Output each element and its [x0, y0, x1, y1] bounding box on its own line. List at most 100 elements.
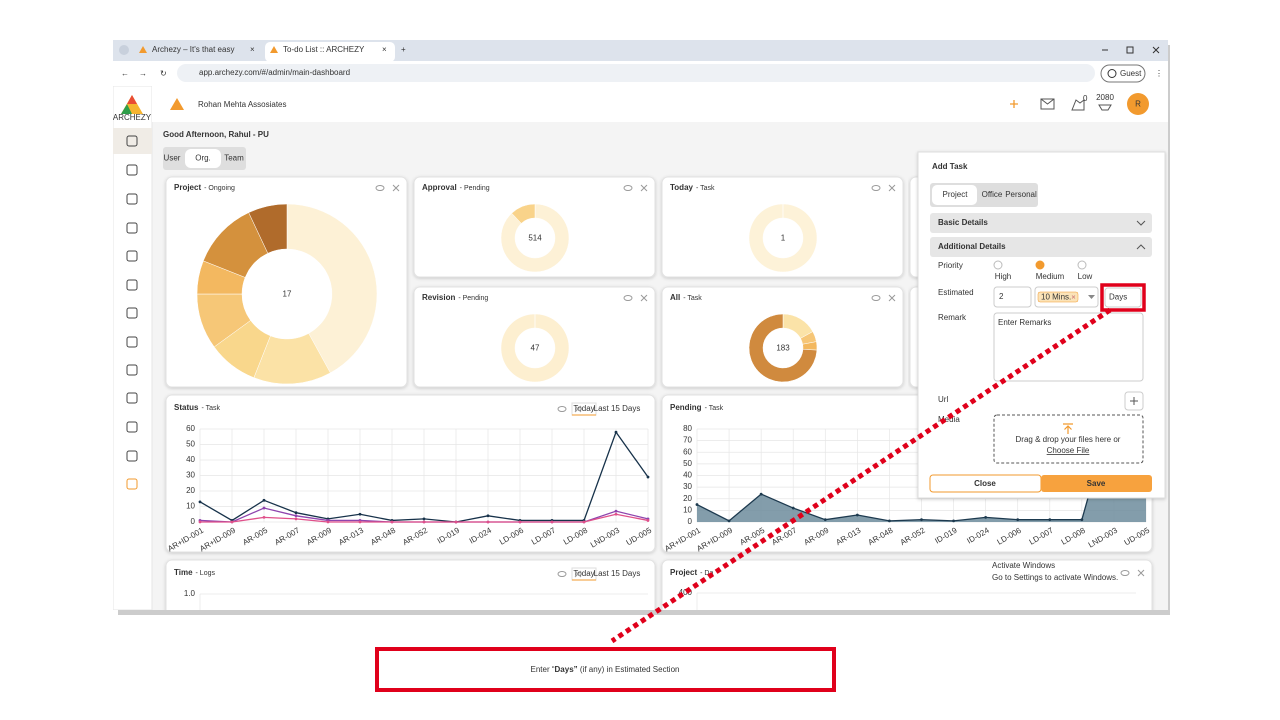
forward[interactable]: →: [139, 69, 147, 78]
hide-icon[interactable]: [557, 406, 567, 412]
avatar[interactable]: [1127, 93, 1149, 115]
panel-title: Add Task: [932, 162, 968, 171]
sidebar-icon[interactable]: [126, 478, 138, 490]
greeting: Good Afternoon, Rahul - PU: [163, 130, 269, 139]
radio[interactable]: [993, 260, 1003, 270]
sidebar-icon[interactable]: [126, 279, 138, 291]
reload[interactable]: ↻: [160, 69, 167, 78]
maximize[interactable]: [1126, 46, 1134, 54]
sidebar-icon[interactable]: [126, 336, 138, 348]
upload-icon: [1063, 423, 1073, 434]
donut-segment: [511, 203, 536, 224]
back[interactable]: ←: [121, 69, 129, 78]
close-icon[interactable]: [1137, 569, 1145, 577]
point: [823, 518, 827, 522]
sidebar-icon[interactable]: [126, 450, 138, 462]
range-button-label[interactable]: Last 15 Days: [594, 569, 641, 578]
type-tab[interactable]: Personal: [1005, 190, 1037, 199]
point: [358, 512, 362, 516]
close-icon[interactable]: [640, 184, 648, 192]
browser-menu[interactable]: ⋮: [1155, 69, 1163, 78]
hide-icon[interactable]: [623, 295, 633, 301]
tab-close[interactable]: ×: [250, 45, 255, 54]
close-icon[interactable]: [888, 184, 896, 192]
sidebar-icon[interactable]: [126, 421, 138, 433]
y-tick-label: 30: [683, 482, 692, 491]
card-subtitle: - Task: [201, 405, 220, 412]
point: [855, 513, 859, 517]
type-tab-active[interactable]: [932, 185, 977, 205]
points-icon[interactable]: [1098, 104, 1112, 111]
radio[interactable]: [1077, 260, 1087, 270]
hide-icon[interactable]: [557, 571, 567, 577]
section-header[interactable]: [930, 237, 1152, 257]
textarea[interactable]: [993, 312, 1144, 382]
section-header[interactable]: [930, 213, 1152, 233]
point: [984, 515, 988, 519]
view-option[interactable]: Team: [224, 154, 244, 163]
close-icon[interactable]: [574, 570, 582, 578]
close-window[interactable]: [1152, 46, 1160, 54]
tab-menu[interactable]: [119, 45, 129, 55]
close-icon[interactable]: [574, 405, 582, 413]
range-button-label[interactable]: Last 15 Days: [594, 404, 641, 413]
address-bar[interactable]: [177, 64, 1095, 82]
tab-icon: [139, 46, 147, 53]
point: [952, 519, 955, 523]
close-icon[interactable]: [640, 294, 648, 302]
view-toggle-active[interactable]: [185, 149, 221, 168]
notification-count: 0: [1083, 94, 1088, 103]
drop-text: Drag & drop your files here or: [1016, 435, 1121, 444]
close-icon[interactable]: [888, 294, 896, 302]
view-option[interactable]: User: [164, 154, 181, 163]
sidebar-icon[interactable]: [126, 364, 138, 376]
type-tab[interactable]: Project: [943, 190, 969, 199]
mail-icon[interactable]: [1040, 98, 1055, 110]
sidebar-icon[interactable]: [126, 135, 138, 147]
input-value: 2: [999, 292, 1004, 301]
hide-icon[interactable]: [1120, 570, 1130, 576]
choose-file[interactable]: Choose File: [1047, 446, 1090, 455]
close-icon[interactable]: [392, 184, 400, 192]
sidebar-active: [113, 128, 152, 154]
hide-icon[interactable]: [623, 185, 633, 191]
callout-text: (if any) in Estimated Section: [578, 665, 680, 674]
tab-close[interactable]: ×: [382, 45, 387, 54]
card-title: All - Task: [670, 293, 702, 302]
donut-segment: [248, 203, 288, 254]
hide-icon[interactable]: [871, 185, 881, 191]
notification-icon[interactable]: [1071, 99, 1085, 111]
range-button-label[interactable]: Today: [573, 569, 594, 578]
tab-active[interactable]: [265, 42, 395, 62]
sidebar-icon[interactable]: [126, 307, 138, 319]
chip-remove[interactable]: [1071, 295, 1076, 299]
new-tab[interactable]: +: [401, 45, 406, 54]
sidebar-icon[interactable]: [126, 250, 138, 262]
hide-icon[interactable]: [871, 295, 881, 301]
points: 2080: [1096, 93, 1114, 102]
callout-box: [375, 647, 836, 692]
card-subtitle: - Task: [683, 295, 702, 302]
tab[interactable]: [135, 42, 263, 61]
type-tab[interactable]: Office: [982, 190, 1003, 199]
save-button[interactable]: [1041, 475, 1152, 492]
pointer-line: [610, 307, 1112, 644]
hide-icon[interactable]: [375, 185, 385, 191]
range-button-label[interactable]: Today: [573, 404, 594, 413]
sidebar-icon[interactable]: [126, 193, 138, 205]
callout-bold: Days”: [555, 665, 578, 674]
app: ARCHEZY Rohan Mehta Assosiates 0 2080 R …: [113, 86, 1168, 610]
card-title: Time - Logs: [174, 568, 215, 577]
drop-zone[interactable]: [993, 414, 1144, 464]
add-icon[interactable]: [1010, 100, 1018, 108]
card-title-main: Pending: [670, 403, 702, 412]
y-tick-label: 50: [683, 459, 692, 468]
sidebar-icon[interactable]: [126, 392, 138, 404]
radio[interactable]: [1035, 260, 1045, 270]
input[interactable]: [1104, 287, 1142, 308]
sidebar-icon[interactable]: [126, 164, 138, 176]
view-option[interactable]: Org.: [195, 154, 211, 163]
radio-label: High: [995, 272, 1011, 281]
input[interactable]: [993, 286, 1032, 308]
sidebar-icon[interactable]: [126, 222, 138, 234]
